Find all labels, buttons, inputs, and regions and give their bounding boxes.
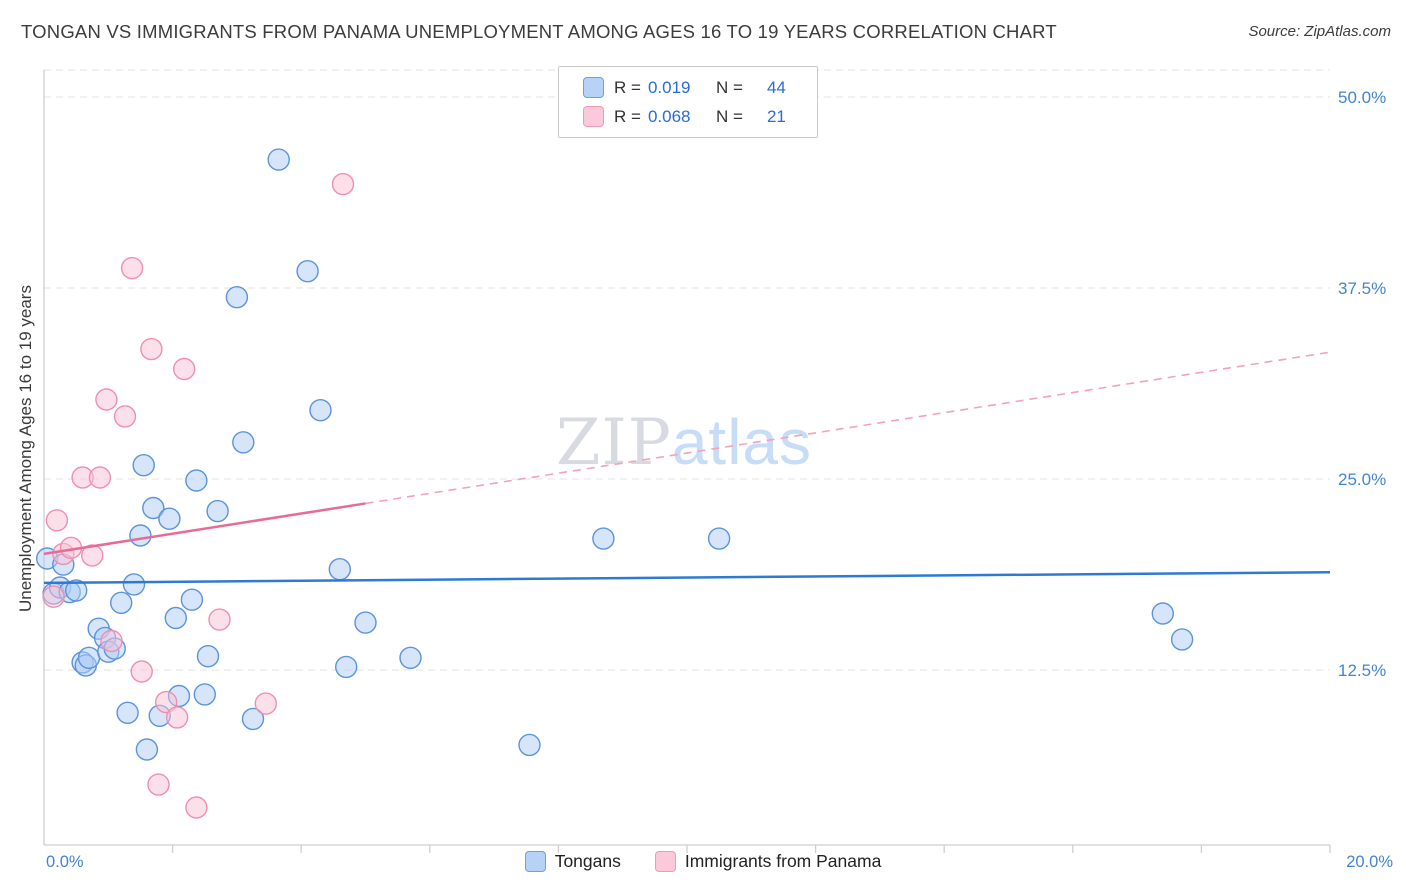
data-point-tongans[interactable] (1170, 628, 1194, 651)
data-point-panama[interactable] (42, 585, 65, 608)
data-point-tongans[interactable] (241, 707, 265, 731)
data-point-tongans[interactable] (142, 496, 165, 520)
data-point-panama[interactable] (172, 357, 196, 381)
n-label: N = (715, 77, 743, 97)
data-point-panama[interactable] (140, 337, 163, 361)
data-point-tongans[interactable] (132, 454, 155, 477)
data-point-panama[interactable] (165, 706, 189, 729)
source-attribution: Source: ZipAtlas.com (1248, 23, 1391, 40)
data-point-panama[interactable] (130, 660, 153, 683)
chart-title: TONGAN VS IMMIGRANTS FROM PANAMA UNEMPLO… (21, 21, 1057, 42)
data-point-panama[interactable] (45, 509, 69, 532)
data-point-tongans[interactable] (158, 507, 181, 530)
data-point-tongans[interactable] (185, 469, 208, 492)
data-point-tongans[interactable] (592, 527, 615, 550)
data-point-tongans[interactable] (232, 431, 255, 454)
data-point-panama[interactable] (88, 466, 112, 489)
y-axis-tick-label: 37.5% (1338, 279, 1386, 298)
data-point-tongans[interactable] (116, 701, 139, 724)
r-value: 0.019 (647, 77, 691, 97)
data-point-tongans[interactable] (328, 558, 351, 581)
n-value: 44 (766, 77, 786, 97)
data-point-panama[interactable] (95, 388, 118, 411)
r-label: R = (614, 77, 641, 97)
watermark-zip: ZIP (556, 406, 672, 480)
data-point-tongans[interactable] (518, 733, 541, 757)
x-axis-min-label: 0.0% (46, 853, 84, 871)
data-point-tongans[interactable] (707, 527, 731, 550)
legend-item-label: Immigrants from Panama (684, 851, 882, 871)
x-axis-max-label: 20.0% (1346, 853, 1393, 871)
data-point-tongans[interactable] (193, 683, 217, 706)
data-point-tongans[interactable] (225, 286, 249, 309)
y-axis-tick-label: 12.5% (1338, 661, 1386, 680)
data-point-tongans[interactable] (354, 611, 377, 634)
data-point-tongans[interactable] (135, 738, 159, 761)
series-legend: Tongans Immigrants from Panama (0, 851, 1406, 872)
data-point-tongans[interactable] (77, 646, 101, 669)
r-value: 0.068 (647, 106, 691, 126)
legend-row-tongans: R = 0.019 N = 44 (583, 77, 817, 98)
data-point-tongans[interactable] (206, 499, 229, 523)
tongans-swatch-icon (524, 851, 546, 872)
data-point-tongans[interactable] (109, 591, 133, 614)
legend-item-panama[interactable]: Immigrants from Panama (654, 851, 882, 872)
correlation-legend-box: R = 0.019 N = 44 R = 0.068 N = 21 (558, 66, 818, 138)
data-point-tongans[interactable] (164, 606, 188, 630)
trendline-panama-solid (43, 502, 366, 556)
data-point-tongans[interactable] (335, 655, 358, 679)
data-point-tongans[interactable] (64, 579, 88, 602)
data-point-panama[interactable] (113, 405, 137, 428)
data-point-tongans[interactable] (180, 588, 204, 611)
data-point-panama[interactable] (80, 544, 104, 567)
legend-item-label: Tongans (554, 851, 621, 871)
data-point-panama[interactable] (331, 172, 355, 196)
data-point-panama[interactable] (154, 690, 178, 714)
legend-item-tongans[interactable]: Tongans (524, 851, 621, 872)
legend-row-panama: R = 0.068 N = 21 (583, 106, 817, 127)
y-axis-tick-label: 50.0% (1338, 88, 1386, 107)
y-axis-label: Unemployment Among Ages 16 to 19 years (16, 285, 35, 612)
panama-swatch-icon (654, 851, 676, 872)
r-label: R = (614, 106, 641, 126)
data-point-tongans[interactable] (296, 260, 319, 283)
data-point-panama[interactable] (208, 608, 231, 631)
data-point-tongans[interactable] (129, 524, 152, 547)
panama-swatch-icon (583, 106, 604, 127)
data-point-tongans[interactable] (267, 148, 290, 171)
trendline-tongans (43, 570, 1331, 585)
data-point-tongans[interactable] (122, 573, 146, 596)
data-point-tongans[interactable] (196, 645, 220, 668)
watermark-atlas: atlas (671, 406, 812, 478)
n-value: 21 (766, 106, 786, 126)
data-point-panama[interactable] (147, 773, 170, 796)
watermark: ZIPatlas (556, 405, 812, 480)
tongans-swatch-icon (583, 77, 604, 98)
trendline-panama-dashed (365, 351, 1331, 505)
data-point-tongans[interactable] (399, 646, 422, 669)
data-point-panama[interactable] (185, 796, 208, 819)
y-axis-tick-label: 25.0% (1338, 470, 1386, 489)
data-point-panama[interactable] (100, 629, 123, 653)
n-label: N = (715, 106, 743, 126)
data-point-panama[interactable] (120, 256, 144, 280)
data-point-panama[interactable] (254, 692, 277, 715)
data-point-tongans[interactable] (309, 399, 332, 422)
data-point-tongans[interactable] (1151, 602, 1175, 625)
